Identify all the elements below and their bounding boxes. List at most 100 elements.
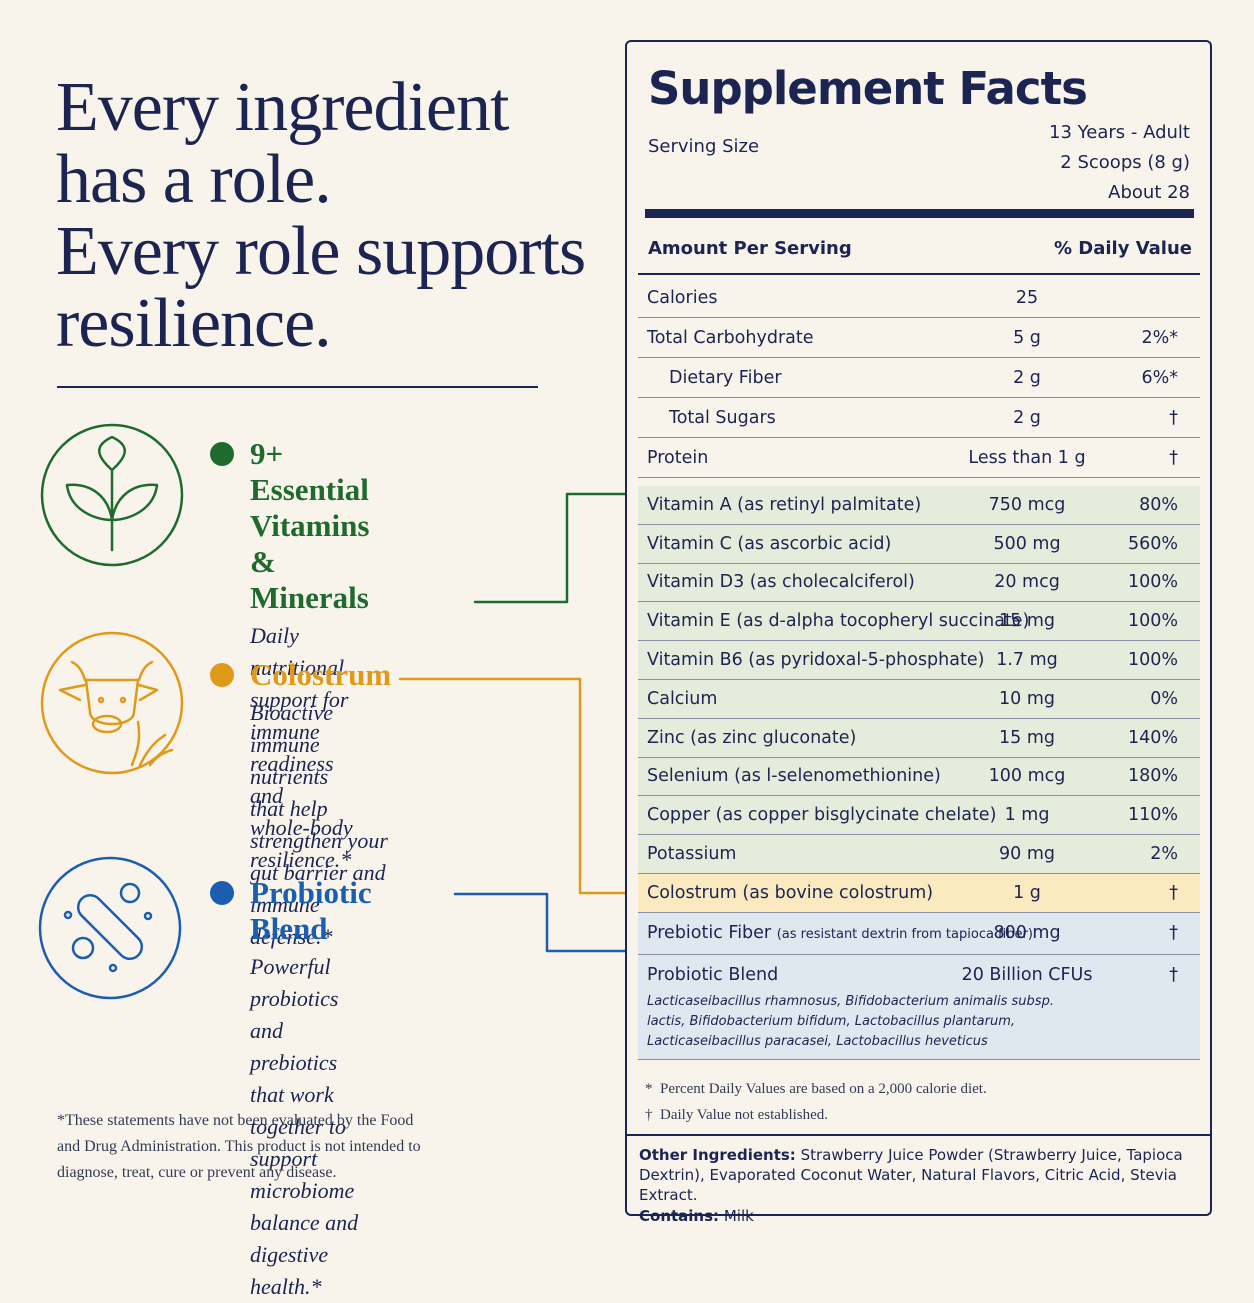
nutrient-name: Protein	[647, 447, 709, 468]
feature-text-line: Bioactive immune nutrients	[250, 700, 334, 789]
nutrient-name: Total Sugars	[669, 407, 776, 428]
facts-row: Calories 25	[638, 278, 1200, 318]
nutrient: Vitamin E (as d-alpha tocopheryl succina…	[647, 611, 1029, 631]
nutrient: Vitamin D3 (as cholecalciferol)	[647, 572, 915, 592]
feature: Colostrum Bioactive immune nutrients that …	[250, 657, 391, 953]
nutrient: Total Sugars	[669, 408, 776, 428]
serving-value: About 28	[1108, 182, 1190, 203]
strain-line: Lacticaseibacillus rhamnosus, Bifidobact…	[647, 993, 1054, 1009]
feature-text-line: microbiome balance and	[250, 1178, 359, 1235]
headline-line: has a role.	[56, 141, 332, 218]
feature-text: Daily nutritional support for immune read…	[250, 620, 369, 876]
cow-icon	[40, 631, 627, 895]
nutrient: Vitamin A (as retinyl palmitate)	[647, 495, 921, 515]
nutrient: Copper (as copper bisglycinate chelate)	[647, 805, 996, 825]
daily-value: 180%	[1127, 766, 1178, 787]
rule	[638, 273, 1200, 275]
header-dv: % Daily Value	[1053, 238, 1192, 259]
amount-text: 15 mg	[999, 611, 1055, 632]
facts-section: Colostrum (as bovine colostrum) 1 g †	[638, 873, 1200, 913]
feature-text-line: gut barrier and immune	[250, 860, 386, 917]
facts-row: Vitamin E (as d-alpha tocopheryl succina…	[638, 602, 1200, 642]
feature: 9+ Essential Vitamins & Minerals Daily nut…	[250, 436, 369, 876]
feature-text-line: defense.*	[250, 924, 333, 949]
other-label: Other Ingredients:	[639, 1146, 796, 1164]
feature-title: 9+ Essential Vitamins & Minerals	[250, 436, 369, 616]
disclaimer-line: and Drug Administration. This product is…	[57, 1138, 421, 1155]
strain-line: Lacticaseibacillus paracasei, Lactobacil…	[647, 1033, 988, 1049]
feature-text-line: whole-body resilience.*	[250, 815, 353, 872]
nutrient-name: Prebiotic Fiber	[647, 923, 772, 944]
daily-value: 6%*	[1141, 367, 1178, 388]
headline-line: resilience.	[56, 285, 332, 362]
nutrient-name: Vitamin D3 (as cholecalciferol)	[647, 572, 915, 593]
nutrient-name: Total Carbohydrate	[647, 327, 814, 348]
nutrient: Protein	[647, 448, 708, 468]
serving-label: Serving Size	[648, 136, 760, 157]
daily-value: †	[1169, 964, 1178, 985]
footnote-text: Percent Daily Values are based on a 2,00…	[660, 1081, 987, 1097]
feature-title: Probiotic Blend	[250, 875, 372, 947]
amount-text: 750 mcg	[988, 494, 1066, 515]
divider	[57, 386, 538, 388]
nutrient: Total Carbohydrate	[647, 328, 814, 348]
facts-section: Prebiotic Fiber (as resistant dextrin fr…	[638, 912, 1200, 1060]
daily-value: †	[1169, 882, 1178, 903]
daily-value: 2%	[1150, 844, 1178, 865]
daily-value: 140%	[1127, 727, 1178, 748]
nutrient: Zinc (as zinc gluconate)	[647, 728, 856, 748]
feature-title-line: Probiotic Blend	[250, 875, 372, 946]
nutrient: Probiotic Blend	[647, 965, 778, 985]
nutrient: Vitamin B6 (as pyridoxal-5-phosphate)	[647, 650, 984, 670]
nutrient-name: Dietary Fiber	[669, 367, 782, 388]
thick-rule	[645, 209, 1194, 218]
daily-value: 80%	[1139, 494, 1178, 515]
feature-text-line: Powerful probiotics and prebiotics	[250, 954, 339, 1075]
facts-row: Total Carbohydrate 5 g 2%*	[638, 318, 1200, 358]
facts-row: Dietary Fiber 2 g 6%*	[638, 358, 1200, 398]
facts-row: Copper (as copper bisglycinate chelate) 1…	[638, 796, 1200, 836]
other-ingredients: Other Ingredients: Strawberry Juice Powd…	[639, 1145, 1195, 1226]
table-header: Amount Per Serving % Daily Value	[648, 238, 1192, 259]
feature-text-line: Daily nutritional support for	[250, 623, 349, 712]
feature-text-line: digestive health.*	[250, 1242, 329, 1299]
footnote-text: Daily Value not established.	[660, 1107, 829, 1123]
daily-value: 2%*	[1141, 327, 1178, 348]
amount-text: 500 mg	[993, 533, 1061, 554]
nutrient: Colostrum (as bovine colostrum)	[647, 883, 933, 903]
facts-title: Supplement Facts	[648, 62, 1088, 115]
nutrient-name: Probiotic Blend	[647, 964, 779, 985]
headline: Every ingredient has a role. Every role su…	[56, 69, 586, 362]
facts-row: Total Sugars 2 g †	[638, 398, 1200, 438]
other-text: Strawberry Juice Powder (Strawberry Juic…	[639, 1146, 1183, 1204]
headline-line: Every ingredient	[56, 69, 509, 146]
amount-text: 10 mg	[999, 688, 1055, 709]
serving-values: 13 Years - Adult 2 Scoops (8 g) About 28	[1049, 118, 1190, 208]
daily-value: †	[1169, 407, 1178, 428]
daily-value: 100%	[1127, 650, 1178, 671]
footnote: † Daily Value not established.	[645, 1102, 987, 1128]
contains-label: Contains:	[639, 1207, 720, 1225]
feature-text-line: that work together to support	[250, 1082, 346, 1171]
bullet	[210, 881, 234, 905]
amount-text: 2 g	[1013, 367, 1041, 388]
icons	[38, 423, 627, 1000]
headline-line: Every role supports	[56, 213, 586, 290]
amount-text: 90 mg	[999, 844, 1055, 865]
disclaimer-line: *These statements have not been evaluate…	[57, 1112, 414, 1129]
nutrient-name: Copper (as copper bisglycinate chelate)	[647, 805, 997, 826]
feature-title-line: Colostrum	[250, 657, 392, 692]
amount-text: 2 g	[1013, 407, 1041, 428]
disclaimer-line: diagnose, treat, cure or prevent any dis…	[57, 1164, 337, 1181]
facts-row: Vitamin B6 (as pyridoxal-5-phosphate) 1.7…	[638, 641, 1200, 680]
facts-row: Vitamin D3 (as cholecalciferol) 20 mcg 100…	[638, 564, 1200, 603]
facts-row: Prebiotic Fiber (as resistant dextrin fr…	[638, 913, 1200, 955]
serving-value: 13 Years - Adult	[1049, 122, 1190, 143]
facts-panel	[625, 40, 1212, 1216]
nutrient: Dietary Fiber	[669, 368, 782, 388]
nutrient-name: Zinc (as zinc gluconate)	[647, 727, 857, 748]
serving-value: 2 Scoops (8 g)	[1060, 152, 1190, 173]
daily-value: 100%	[1127, 611, 1178, 632]
nutrient: Calories	[647, 288, 717, 308]
nutrient-name: Calories	[647, 287, 718, 308]
